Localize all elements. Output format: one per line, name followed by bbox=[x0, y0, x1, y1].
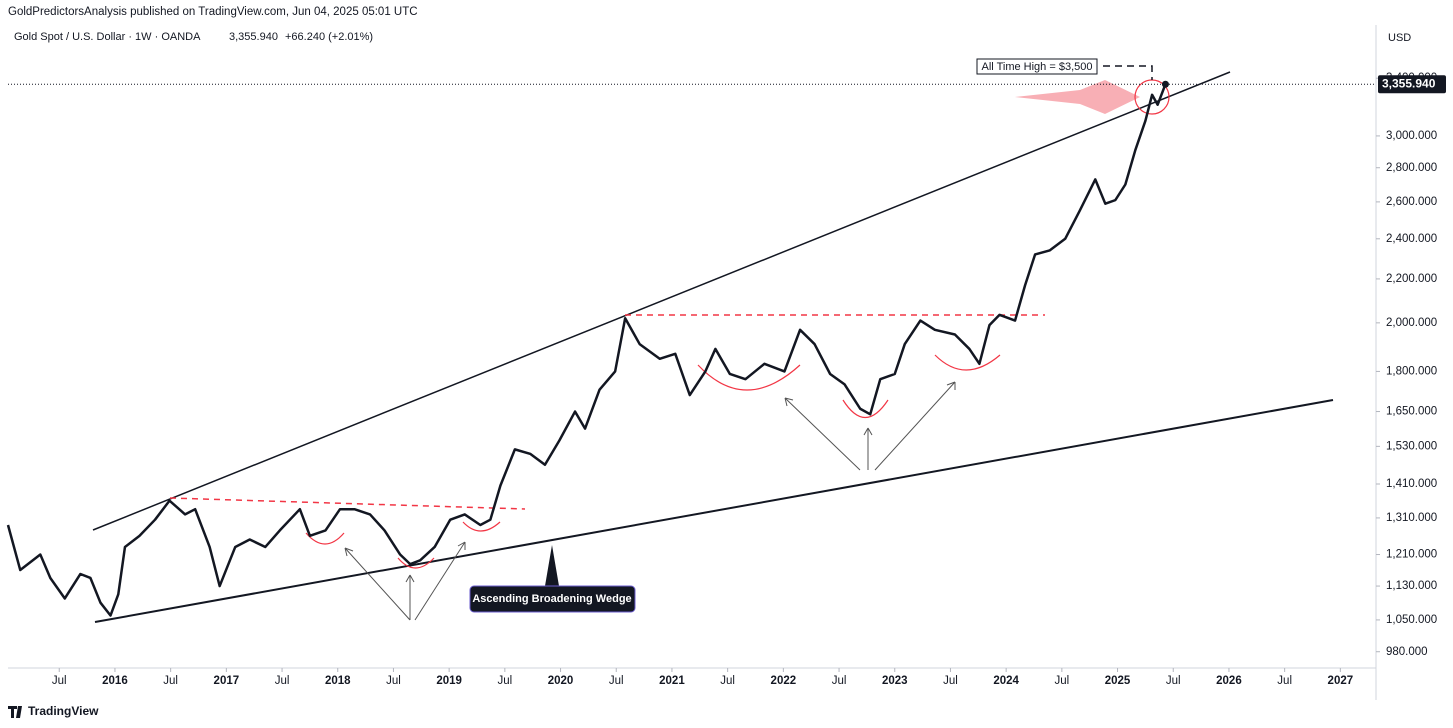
resistance bbox=[169, 497, 526, 510]
x-tick-label: 2027 bbox=[1328, 675, 1354, 687]
x-tick-label: 2020 bbox=[548, 675, 574, 687]
y-tick-label: 1,410.000 bbox=[1386, 478, 1437, 490]
x-tick-label: Jul bbox=[943, 675, 958, 687]
last-price-tag-text: 3,355.940 bbox=[1382, 76, 1436, 90]
callout-pointer bbox=[545, 545, 559, 586]
wedge-lower bbox=[94, 399, 1334, 623]
annotation: All Time High = $3,500 bbox=[982, 61, 1093, 73]
y-tick-label: 1,050.000 bbox=[1386, 614, 1437, 626]
cup-arcs bbox=[305, 354, 1001, 569]
chart-title: Gold Spot / U.S. Dollar · 1W · OANDA bbox=[14, 31, 201, 43]
x-tick-label: Jul bbox=[609, 675, 624, 687]
y-tick-label: 2,000.000 bbox=[1386, 317, 1437, 329]
x-tick-label: Jul bbox=[386, 675, 401, 687]
y-tick-label: 2,800.000 bbox=[1386, 162, 1437, 174]
y-tick-label: 3,000.000 bbox=[1386, 130, 1437, 142]
x-tick-label: 2017 bbox=[214, 675, 240, 687]
x-tick-label: Jul bbox=[1054, 675, 1069, 687]
x-tick-label: 2022 bbox=[771, 675, 797, 687]
x-tick-label: 2024 bbox=[993, 675, 1019, 687]
y-tick-label: 1,530.000 bbox=[1386, 440, 1437, 452]
x-tick-label: 2026 bbox=[1216, 675, 1242, 687]
currency: USD bbox=[1388, 32, 1411, 44]
footer: TradingView bbox=[8, 704, 99, 718]
annotation-box bbox=[976, 58, 1098, 75]
last-point bbox=[1161, 80, 1169, 88]
x-tick-label: 2019 bbox=[436, 675, 462, 687]
x-tick-label: Jul bbox=[497, 675, 512, 687]
y-tick-label: 1,210.000 bbox=[1386, 549, 1437, 561]
y-tick-label: 2,400.000 bbox=[1386, 233, 1437, 245]
x-tick-label: Jul bbox=[275, 675, 290, 687]
y-tick-label: 1,650.000 bbox=[1386, 406, 1437, 418]
price-line bbox=[6, 83, 1167, 617]
x-tick-label: 2023 bbox=[882, 675, 908, 687]
y-tick-label: 1,310.000 bbox=[1386, 512, 1437, 524]
x-tick-label: Jul bbox=[1277, 675, 1292, 687]
annotation-line bbox=[1103, 65, 1153, 80]
x-tick-label: Jul bbox=[832, 675, 847, 687]
x-tick-label: 2016 bbox=[102, 675, 128, 687]
x-tick-label: Jul bbox=[52, 675, 67, 687]
x-tick-label: 2021 bbox=[659, 675, 685, 687]
y-tick-label: 1,800.000 bbox=[1386, 365, 1437, 377]
change: +66.240 (+2.01%) bbox=[285, 31, 373, 43]
x-tick-label: Jul bbox=[720, 675, 735, 687]
x-tick-label: Jul bbox=[163, 675, 178, 687]
footer-text: TradingView bbox=[28, 704, 99, 718]
y-tick-label: 980.000 bbox=[1386, 646, 1428, 658]
arrows bbox=[344, 381, 956, 621]
highlight-arrow bbox=[1015, 80, 1140, 114]
y-tick-label: 2,200.000 bbox=[1386, 273, 1437, 285]
callout-text: Ascending Broadening Wedge bbox=[472, 593, 631, 605]
callout bbox=[469, 585, 636, 613]
publisher: GoldPredictorsAnalysis published on Trad… bbox=[8, 6, 418, 18]
x-tick-label: 2018 bbox=[325, 675, 351, 687]
x-tick-label: Jul bbox=[1166, 675, 1181, 687]
last-price-tag bbox=[1378, 75, 1446, 94]
wedge-upper bbox=[92, 71, 1231, 531]
y-tick-label: 2,600.000 bbox=[1386, 196, 1437, 208]
x-tick-label: 2025 bbox=[1105, 675, 1131, 687]
last-price: 3,355.940 bbox=[229, 31, 278, 43]
y-tick-label: 1,130.000 bbox=[1386, 580, 1437, 592]
